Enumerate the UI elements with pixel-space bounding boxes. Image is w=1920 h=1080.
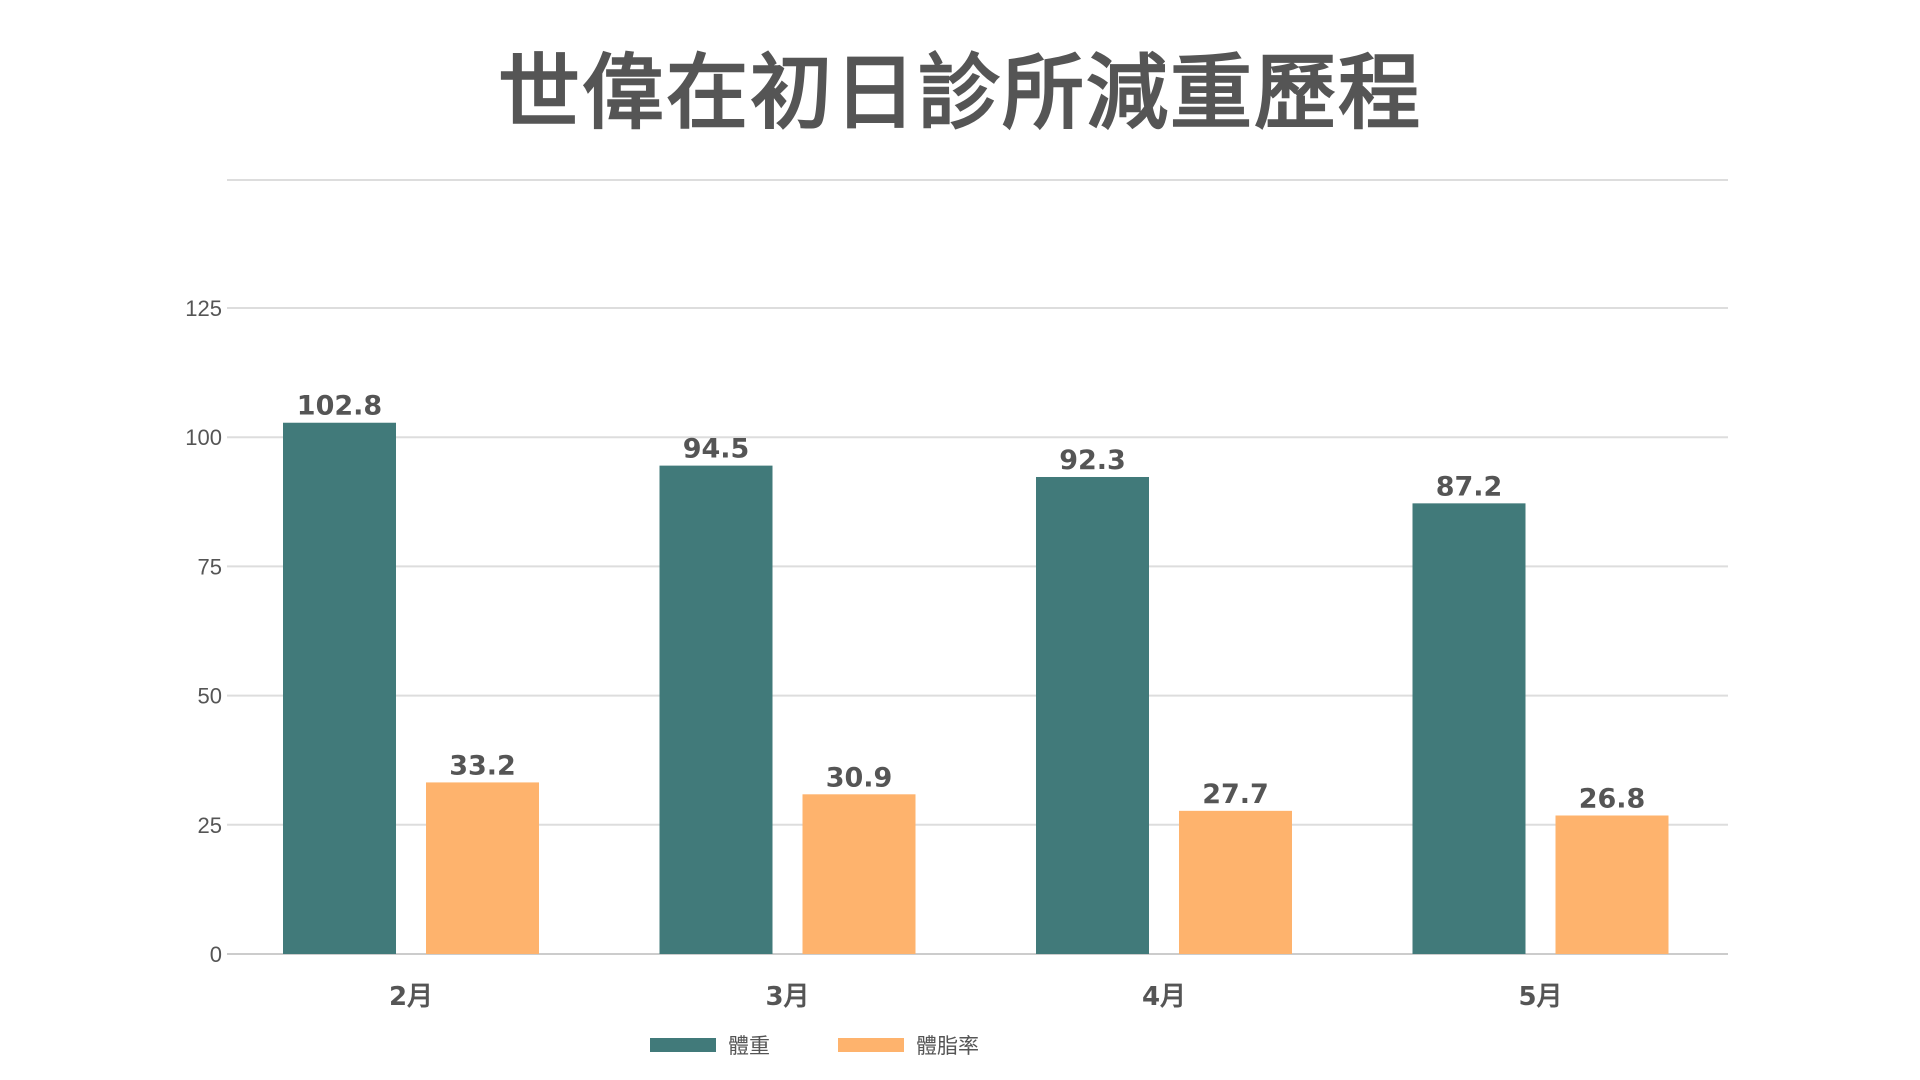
legend-swatch xyxy=(838,1038,904,1052)
bar-weight xyxy=(659,465,773,954)
legend-label: 體重 xyxy=(728,1034,770,1058)
bar-body-fat xyxy=(1179,810,1292,954)
x-category-label: 5月 xyxy=(1518,982,1562,1012)
y-tick-label: 25 xyxy=(198,813,222,838)
data-label: 102.8 xyxy=(297,391,382,422)
legend-swatch xyxy=(650,1038,716,1052)
y-tick-label: 125 xyxy=(185,296,222,321)
bar-weight xyxy=(1412,503,1526,954)
data-label: 92.3 xyxy=(1059,445,1126,476)
x-category-label: 2月 xyxy=(389,982,433,1012)
x-category-label: 3月 xyxy=(765,982,809,1012)
data-label: 26.8 xyxy=(1579,783,1646,814)
data-label: 87.2 xyxy=(1436,471,1503,502)
chart-title: 世偉在初日診所減重歷程 xyxy=(497,46,1422,141)
data-label: 30.9 xyxy=(826,762,893,793)
data-label: 33.2 xyxy=(449,750,516,781)
bar-weight xyxy=(1036,476,1149,954)
x-axis-categories: 2月 3月 4月 5月 xyxy=(389,982,1563,1012)
bar-body-fat xyxy=(426,782,539,954)
bar-body-fat xyxy=(1555,815,1669,954)
data-label: 27.7 xyxy=(1202,779,1269,810)
y-axis-ticks: 0 25 50 75 100 125 xyxy=(185,296,222,967)
x-category-label: 4月 xyxy=(1142,982,1186,1012)
y-tick-label: 0 xyxy=(210,942,222,967)
data-label: 94.5 xyxy=(683,434,750,465)
bar-body-fat xyxy=(802,794,916,954)
y-tick-label: 100 xyxy=(185,425,222,450)
y-tick-label: 75 xyxy=(198,554,222,579)
bars xyxy=(283,422,1669,954)
bar-weight xyxy=(283,422,396,954)
y-tick-label: 50 xyxy=(198,684,222,709)
legend-label: 體脂率 xyxy=(916,1034,979,1058)
legend: 體重 體脂率 xyxy=(650,1034,979,1058)
data-labels: 102.8 33.2 94.5 30.9 92.3 27.7 87.2 26.8 xyxy=(297,391,1646,815)
